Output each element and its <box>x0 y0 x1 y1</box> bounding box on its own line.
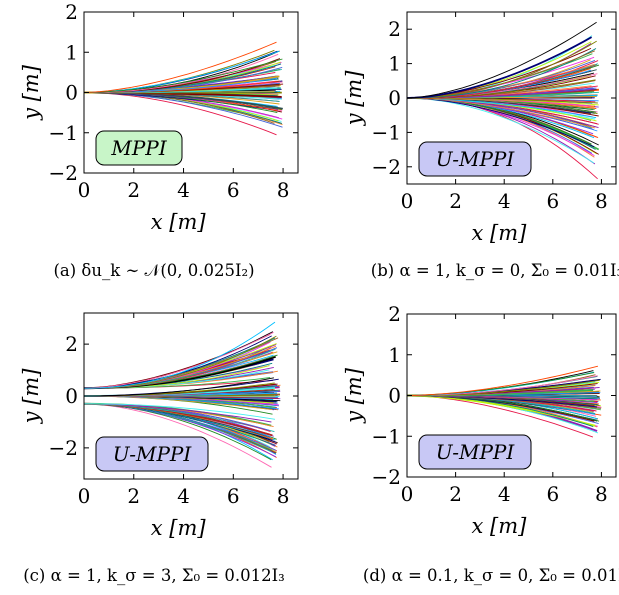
y-tick-label: 1 <box>388 52 401 76</box>
panel-a: 0 2 4 6 8 −2 −1 0 1 2 x [m] y [m] MPPI (a) δu_k ∼ 𝒩(0… <box>19 0 299 280</box>
y-tick-label: 2 <box>65 0 78 24</box>
x-axis-label: x [m] <box>472 221 528 245</box>
trajectory-line <box>84 403 276 420</box>
trajectory-line <box>407 36 593 99</box>
trajectory-line <box>407 21 597 99</box>
trajectory-line <box>84 58 283 93</box>
trajectory-line <box>84 321 276 389</box>
trajectory-line <box>407 97 595 148</box>
x-tick-label: 0 <box>78 178 91 202</box>
y-tick-label: −2 <box>49 161 78 185</box>
y-axis-label: y [m] <box>19 64 43 121</box>
y-tick-label: −1 <box>49 121 78 145</box>
x-tick-label: 4 <box>177 178 190 202</box>
y-tick-label: −2 <box>49 436 78 460</box>
y-tick-label: 1 <box>65 40 78 64</box>
trajectory-line <box>407 40 597 99</box>
x-tick-label: 0 <box>78 484 91 508</box>
method-badge-label: MPPI <box>110 136 167 160</box>
x-tick-label: 4 <box>177 484 190 508</box>
panel-caption: (a) δu_k ∼ 𝒩(0, 0.025I₂) <box>53 261 254 280</box>
panel-caption: (d) α = 0.1, k_σ = 0, Σ₀ = 0.01I₃ <box>363 566 619 585</box>
x-tick-label: 4 <box>498 189 511 213</box>
trajectory-line <box>84 403 272 468</box>
method-badge <box>95 436 209 472</box>
trajectory-bundle <box>407 21 600 180</box>
x-tick-label: 8 <box>277 484 290 508</box>
x-tick-label: 2 <box>127 484 140 508</box>
trajectory-line <box>407 365 599 396</box>
trajectory-line <box>84 377 274 397</box>
method-badge-label: U-MPPI <box>436 147 516 171</box>
method-badge-label: U-MPPI <box>436 440 516 464</box>
x-tick-label: 6 <box>546 482 559 506</box>
x-tick-label: 8 <box>595 189 608 213</box>
x-tick-label: 0 <box>401 482 414 506</box>
y-tick-label: −2 <box>372 155 401 179</box>
x-tick-label: 6 <box>227 178 240 202</box>
y-tick-label: −1 <box>372 424 401 448</box>
trajectory-line <box>407 48 597 99</box>
method-badge-label: U-MPPI <box>113 442 193 466</box>
trajectory-bundle <box>84 41 284 136</box>
x-tick-label: 2 <box>127 178 140 202</box>
y-tick-label: −2 <box>372 465 401 489</box>
y-axis-label: y [m] <box>342 367 366 424</box>
y-axis-label: y [m] <box>19 368 43 425</box>
trajectory-line <box>84 41 277 93</box>
x-tick-label: 8 <box>595 482 608 506</box>
trajectory-line <box>84 53 279 93</box>
trajectory-bundle <box>84 321 281 468</box>
y-axis-label: y [m] <box>342 70 366 127</box>
panel-b: 0 2 4 6 8 −2 −1 0 1 2 x [m] y [m] U-MPPI (b) α = 1, k… <box>342 11 619 280</box>
x-axis-label: x [m] <box>472 514 528 538</box>
x-tick-label: 2 <box>449 482 462 506</box>
trajectory-bundle <box>407 365 602 438</box>
y-tick-label: 0 <box>388 384 401 408</box>
trajectory-line <box>84 331 274 389</box>
x-tick-label: 2 <box>449 189 462 213</box>
panel-d: 0 2 4 6 8 −2 −1 0 1 2 x [m] y [m] U-MPPI (d) α = 0.1,… <box>342 302 619 585</box>
y-tick-label: 1 <box>388 343 401 367</box>
x-axis-label: x [m] <box>151 516 207 540</box>
y-tick-label: 2 <box>388 17 401 41</box>
method-badge <box>418 434 532 470</box>
y-tick-label: 0 <box>388 86 401 110</box>
y-tick-label: 2 <box>65 332 78 356</box>
method-badge <box>418 141 532 177</box>
x-tick-label: 6 <box>546 189 559 213</box>
x-axis-label: x [m] <box>151 210 207 234</box>
y-tick-label: 0 <box>65 384 78 408</box>
method-badge <box>95 130 183 166</box>
panel-caption: (b) α = 1, k_σ = 0, Σ₀ = 0.01I₃ <box>371 261 619 280</box>
x-tick-label: 0 <box>401 189 414 213</box>
panel-caption: (c) α = 1, k_σ = 3, Σ₀ = 0.012I₃ <box>23 566 285 585</box>
y-tick-label: 2 <box>388 302 401 326</box>
x-tick-label: 8 <box>277 178 290 202</box>
y-tick-label: 0 <box>65 81 78 105</box>
y-tick-label: −1 <box>372 120 401 144</box>
x-tick-label: 6 <box>227 484 240 508</box>
x-tick-label: 4 <box>498 482 511 506</box>
